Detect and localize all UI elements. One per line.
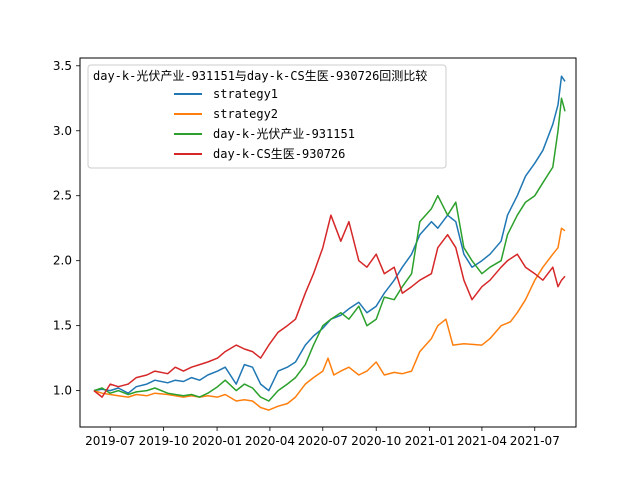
legend-items: strategy1 strategy2 day-k-光伏产业-931151 day-k…: [174, 87, 355, 161]
plot-frame: [79, 57, 577, 428]
x-tick-label: 2020-01: [192, 434, 242, 448]
series-line-4: [93, 214, 566, 398]
y-tick-label: 3.0: [53, 124, 72, 138]
legend-title: day-k-光伏产业-931151与day-k-CS生医-930726回测比较: [93, 68, 427, 83]
y-tick-label: 2.5: [53, 189, 72, 203]
y-tick-label: 1.5: [53, 319, 72, 333]
series-line-2: [93, 227, 566, 411]
y-tick-label: 3.5: [53, 59, 72, 73]
y-tick-label: 2.0: [53, 254, 72, 268]
legend: day-k-光伏产业-931151与day-k-CS生医-930726回测比较 …: [87, 64, 447, 169]
x-tick-label: 2021-04: [457, 434, 507, 448]
y-axis: 1.0 1.5 2.0 2.5 3.0 3.5: [53, 59, 80, 398]
series-line-3: [93, 97, 566, 402]
x-axis: 2019-07 2019-10 2020-01 2020-04 2020-07 2020-…: [85, 427, 560, 448]
x-tick-label: 2021-01: [405, 434, 455, 448]
legend-label-3: day-k-光伏产业-931151: [213, 127, 355, 141]
legend-label-2: strategy2: [213, 107, 278, 121]
legend-box: [87, 64, 447, 169]
y-tick-label: 1.0: [53, 384, 72, 398]
x-tick-label: 2019-07: [85, 434, 135, 448]
legend-label-4: day-k-CS生医-930726: [213, 147, 345, 161]
x-tick-label: 2019-10: [139, 434, 189, 448]
legend-label-1: strategy1: [213, 87, 278, 101]
x-tick-label: 2020-07: [298, 434, 348, 448]
x-tick-label: 2021-07: [510, 434, 560, 448]
series-line-1: [93, 75, 566, 394]
x-tick-label: 2020-04: [245, 434, 295, 448]
series-layer: [93, 75, 566, 411]
x-tick-label: 2020-10: [351, 434, 401, 448]
